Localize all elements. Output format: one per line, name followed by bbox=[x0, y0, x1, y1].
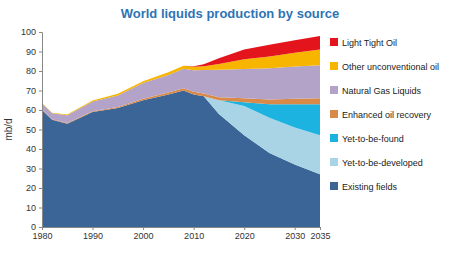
x-tick-label: 2020 bbox=[235, 231, 255, 241]
chart: World liquids production by source010203… bbox=[0, 0, 460, 253]
y-axis: 0102030405060708090100 bbox=[21, 27, 43, 232]
x-axis: 1980 1990 2000 2010 2020 2030 2035 bbox=[32, 227, 330, 241]
legend-item: Yet-to-be-found bbox=[330, 134, 404, 144]
y-tick-mark bbox=[39, 208, 42, 209]
legend-item: Light Tight Oil bbox=[330, 38, 397, 48]
x-tick-mark bbox=[194, 227, 195, 230]
legend-item: Other unconventional oil bbox=[330, 62, 439, 72]
legend-swatch bbox=[330, 38, 338, 46]
legend-label: Natural Gas Liquids bbox=[342, 86, 422, 96]
legend-label: Enhanced oil recovery bbox=[342, 110, 432, 120]
y-tick: 90 bbox=[26, 47, 42, 57]
y-tick: 80 bbox=[26, 66, 42, 76]
area bbox=[42, 36, 320, 115]
plot: 0102030405060708090100198019902000201020… bbox=[21, 27, 331, 241]
legend-label: Yet-to-be-developed bbox=[342, 158, 423, 168]
y-axis-title: mb/d bbox=[3, 118, 14, 140]
legend-swatch bbox=[330, 182, 338, 190]
legend-swatch bbox=[330, 62, 338, 70]
y-tick: 20 bbox=[26, 183, 42, 193]
y-tick: 40 bbox=[26, 144, 42, 154]
legend: Existing fields Yet-to-be-developed Yet-to… bbox=[330, 38, 439, 192]
y-tick-mark bbox=[39, 91, 42, 92]
y-tick-mark bbox=[39, 110, 42, 111]
y-tick: 100 bbox=[21, 27, 42, 37]
x-tick-mark bbox=[93, 227, 94, 230]
x-tick: 1990 bbox=[83, 227, 103, 241]
x-tick-label: 2010 bbox=[184, 231, 204, 241]
x-tick: 2020 bbox=[235, 227, 255, 241]
legend-swatch bbox=[330, 86, 338, 94]
y-tick-label: 70 bbox=[26, 86, 36, 96]
y-tick: 70 bbox=[26, 86, 42, 96]
x-tick-mark bbox=[143, 227, 144, 230]
y-tick: 10 bbox=[26, 203, 42, 213]
y-tick-mark bbox=[39, 227, 42, 228]
legend-label: Other unconventional oil bbox=[342, 62, 439, 72]
legend-label: Light Tight Oil bbox=[342, 38, 397, 48]
y-tick-label: 60 bbox=[26, 105, 36, 115]
y-tick-label: 20 bbox=[26, 183, 36, 193]
y-tick: 50 bbox=[26, 125, 42, 135]
y-tick-mark bbox=[39, 71, 42, 72]
x-tick: 2035 bbox=[310, 227, 330, 241]
legend-label: Existing fields bbox=[342, 182, 398, 192]
title: World liquids production by source bbox=[121, 6, 340, 21]
y-tick-mark bbox=[39, 130, 42, 131]
x-tick: 2030 bbox=[285, 227, 305, 241]
y-tick-mark bbox=[39, 188, 42, 189]
x-tick-mark bbox=[295, 227, 296, 230]
y-tick-mark bbox=[39, 32, 42, 33]
y-tick-label: 90 bbox=[26, 47, 36, 57]
legend-item: Yet-to-be-developed bbox=[330, 158, 423, 168]
y-tick-label: 40 bbox=[26, 144, 36, 154]
y-tick-mark bbox=[39, 169, 42, 170]
area bbox=[42, 50, 320, 116]
legend-label: Yet-to-be-found bbox=[342, 134, 404, 144]
legend-item: Natural Gas Liquids bbox=[330, 86, 422, 96]
y-tick-label: 100 bbox=[21, 27, 36, 37]
x-tick: 2010 bbox=[184, 227, 204, 241]
y-tick-label: 30 bbox=[26, 164, 36, 174]
x-tick-label: 2035 bbox=[310, 231, 330, 241]
y-tick-label: 80 bbox=[26, 66, 36, 76]
y-tick-mark bbox=[39, 149, 42, 150]
x-tick-label: 1990 bbox=[83, 231, 103, 241]
x-tick-mark bbox=[42, 227, 43, 230]
x-tick-label: 2000 bbox=[134, 231, 154, 241]
x-tick-label: 1980 bbox=[32, 231, 52, 241]
y-tick: 30 bbox=[26, 164, 42, 174]
areas bbox=[42, 36, 320, 227]
legend-swatch bbox=[330, 134, 338, 142]
y-tick-label: 10 bbox=[26, 203, 36, 213]
y-tick: 60 bbox=[26, 105, 42, 115]
y-tick-mark bbox=[39, 52, 42, 53]
area bbox=[42, 65, 320, 123]
x-tick-mark bbox=[320, 227, 321, 230]
legend-swatch bbox=[330, 110, 338, 118]
x-axis-line bbox=[43, 228, 321, 231]
legend-item: Enhanced oil recovery bbox=[330, 110, 432, 120]
legend-swatch bbox=[330, 158, 338, 166]
y-tick-label: 50 bbox=[26, 125, 36, 135]
x-tick-mark bbox=[244, 227, 245, 230]
y-axis-line bbox=[39, 33, 43, 228]
x-tick: 1980 bbox=[32, 227, 52, 241]
x-tick: 2000 bbox=[134, 227, 154, 241]
x-tick-label: 2030 bbox=[285, 231, 305, 241]
legend-item: Existing fields bbox=[330, 182, 398, 192]
